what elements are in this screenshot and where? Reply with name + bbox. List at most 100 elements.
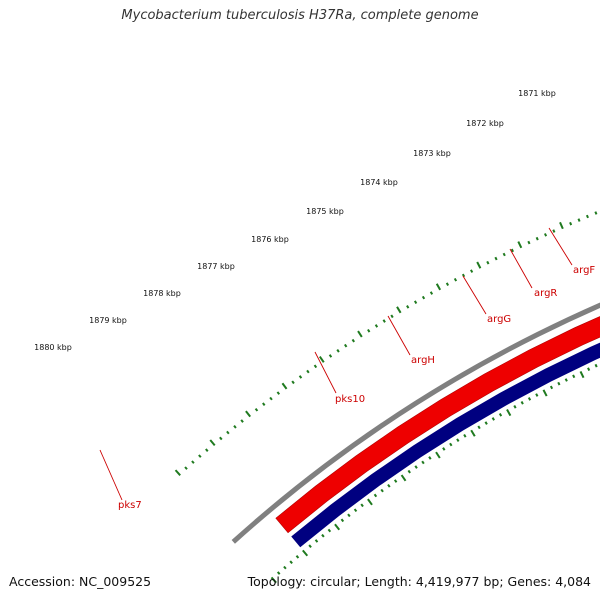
scale-tick bbox=[269, 396, 273, 401]
scale-tick bbox=[520, 401, 524, 405]
scale-tick bbox=[535, 236, 539, 241]
scale-tick bbox=[262, 402, 266, 406]
outer-dotted-scale bbox=[174, 211, 598, 476]
scale-tick bbox=[552, 229, 556, 233]
scale-tick bbox=[577, 218, 581, 222]
scale-tick bbox=[470, 429, 476, 437]
scale-tick bbox=[393, 479, 398, 483]
reverse-strand-genes bbox=[291, 242, 600, 548]
scale-tick bbox=[353, 508, 358, 513]
scale-tick bbox=[594, 363, 598, 368]
scale-tick bbox=[367, 498, 373, 506]
scale-tick bbox=[510, 248, 514, 253]
scale-tick bbox=[314, 539, 319, 543]
scale-tick bbox=[191, 460, 195, 464]
scale-tick bbox=[527, 240, 531, 245]
scale-tick bbox=[382, 319, 386, 323]
gene-callout-line bbox=[387, 315, 411, 356]
scale-tick bbox=[456, 438, 460, 442]
scale-tick bbox=[461, 273, 466, 278]
kbp-tick-label: 1876 kbp bbox=[251, 235, 289, 244]
scale-tick bbox=[289, 560, 293, 565]
scale-tick bbox=[407, 469, 411, 474]
scale-tick bbox=[360, 503, 364, 508]
forward-gene-arrow[interactable] bbox=[275, 221, 600, 534]
scale-tick bbox=[291, 380, 295, 385]
gene-callout-line bbox=[548, 227, 573, 266]
scale-tick bbox=[513, 404, 517, 409]
scale-tick bbox=[587, 367, 591, 371]
scale-tick bbox=[569, 221, 573, 226]
scale-tick bbox=[184, 466, 188, 470]
gene-label-pks10[interactable]: pks10 bbox=[335, 394, 365, 405]
scale-tick bbox=[477, 425, 481, 430]
scale-tick bbox=[205, 448, 209, 452]
kbp-tick-label: 1878 kbp bbox=[143, 289, 181, 298]
scale-tick bbox=[491, 417, 495, 421]
scale-tick bbox=[572, 374, 576, 379]
scale-tick bbox=[219, 436, 223, 441]
scale-tick bbox=[313, 364, 318, 369]
scale-tick bbox=[306, 369, 310, 374]
scale-tick bbox=[380, 488, 384, 493]
gene-pks7-bar[interactable] bbox=[291, 242, 600, 548]
scale-tick bbox=[281, 382, 288, 390]
genome-backbone bbox=[231, 302, 600, 544]
kbp-labels: 1880 kbp 1879 kbp 1878 kbp 1877 kbp 1876 kbp… bbox=[34, 89, 556, 352]
scale-tick bbox=[400, 474, 407, 482]
scale-tick bbox=[535, 393, 539, 397]
scale-tick bbox=[344, 343, 348, 348]
kbp-tick-label: 1875 kbp bbox=[306, 207, 344, 216]
scale-tick bbox=[318, 356, 325, 363]
scale-tick bbox=[502, 252, 506, 257]
scale-tick bbox=[421, 295, 426, 300]
gene-label-argR[interactable]: argR bbox=[534, 288, 557, 299]
forward-strand-genes bbox=[275, 221, 600, 534]
scale-tick bbox=[549, 385, 554, 390]
scale-tick bbox=[579, 370, 585, 379]
scale-tick bbox=[396, 306, 402, 314]
gene-callout-line bbox=[462, 275, 487, 315]
map-title: Mycobacterium tuberculosis H37Ra, comple… bbox=[121, 8, 479, 23]
gene-callouts: pks7 pks10 argH argG argR argF bbox=[99, 227, 595, 511]
scale-tick bbox=[463, 434, 467, 438]
scale-tick bbox=[428, 456, 432, 460]
genome-stats-text: Topology: circular; Length: 4,419,977 bp… bbox=[247, 574, 591, 589]
gene-label-argG[interactable]: argG bbox=[487, 314, 511, 325]
scale-tick bbox=[435, 451, 441, 459]
scale-tick bbox=[442, 447, 446, 451]
scale-tick bbox=[585, 214, 589, 219]
scale-tick bbox=[351, 338, 355, 343]
scale-tick bbox=[209, 439, 216, 447]
gene-callout-line bbox=[99, 449, 123, 501]
scale-tick bbox=[406, 305, 410, 309]
gene-label-argH[interactable]: argH bbox=[411, 355, 435, 366]
kbp-tick-label: 1873 kbp bbox=[413, 149, 451, 158]
scale-tick bbox=[340, 518, 345, 523]
scale-tick bbox=[367, 328, 371, 333]
scale-tick bbox=[542, 389, 548, 397]
kbp-tick-label: 1879 kbp bbox=[89, 316, 127, 325]
scale-tick bbox=[506, 409, 512, 417]
scale-tick bbox=[414, 465, 418, 469]
gene-callout-line bbox=[509, 248, 533, 289]
scale-tick bbox=[308, 544, 312, 548]
scale-tick bbox=[557, 381, 561, 386]
inner-dotted-scale bbox=[270, 363, 598, 584]
gene-label-pks7[interactable]: pks7 bbox=[118, 500, 142, 511]
kbp-tick-label: 1874 kbp bbox=[360, 178, 398, 187]
scale-tick bbox=[559, 221, 564, 230]
gene-label-argF[interactable]: argF bbox=[573, 265, 595, 276]
scale-tick bbox=[276, 571, 281, 575]
scale-tick bbox=[527, 397, 532, 401]
scale-tick bbox=[429, 291, 434, 295]
scale-tick bbox=[226, 430, 230, 435]
scale-tick bbox=[347, 513, 351, 518]
scale-tick bbox=[327, 528, 332, 533]
scale-tick bbox=[198, 454, 202, 458]
scale-tick bbox=[453, 277, 458, 282]
scale-tick bbox=[233, 425, 237, 429]
accession-text: Accession: NC_009525 bbox=[9, 574, 152, 589]
scale-tick bbox=[240, 419, 244, 423]
